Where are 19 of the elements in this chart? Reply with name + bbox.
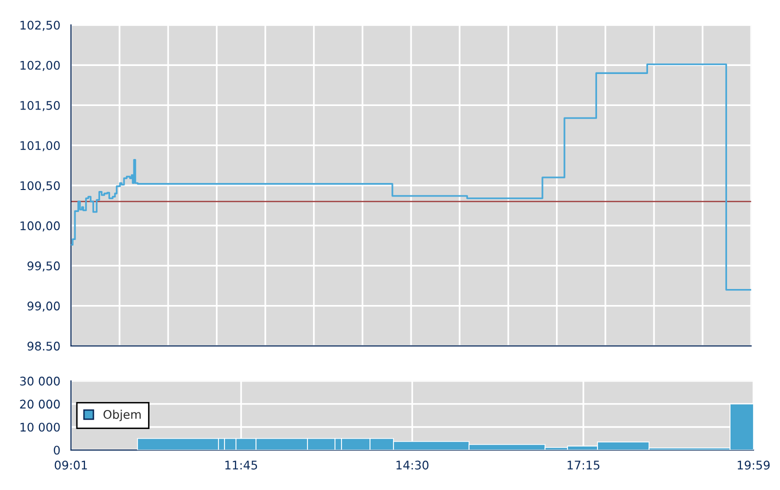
y-tick-label: 99,00 [28, 302, 60, 312]
y-tick-label: 20 000 [20, 400, 60, 409]
x-tick-label: 09:01 [54, 460, 87, 470]
y-tick-label: 30 000 [20, 376, 60, 386]
y-tick-label: 101,00 [20, 141, 60, 152]
y-tick-label: 102,00 [20, 60, 60, 71]
y-tick-label: 100,00 [20, 221, 60, 232]
y-tick-label: 99,50 [28, 261, 60, 272]
y-tick-label: 98.50 [28, 342, 60, 351]
y-tick-label: 101,50 [20, 100, 60, 112]
y-tick-label: 0 [54, 446, 60, 455]
x-tick-label: 14:30 [396, 460, 428, 470]
y-tick-label: 10 000 [20, 422, 60, 432]
y-tick-label: 102,50 [20, 20, 60, 31]
x-tick-label: 11:45 [225, 460, 258, 470]
x-tick-label: 19:59 [738, 460, 770, 470]
y-tick-label: 100,50 [20, 181, 60, 192]
x-tick-label: 17:15 [568, 460, 600, 470]
legend-label: Objem [104, 410, 141, 422]
